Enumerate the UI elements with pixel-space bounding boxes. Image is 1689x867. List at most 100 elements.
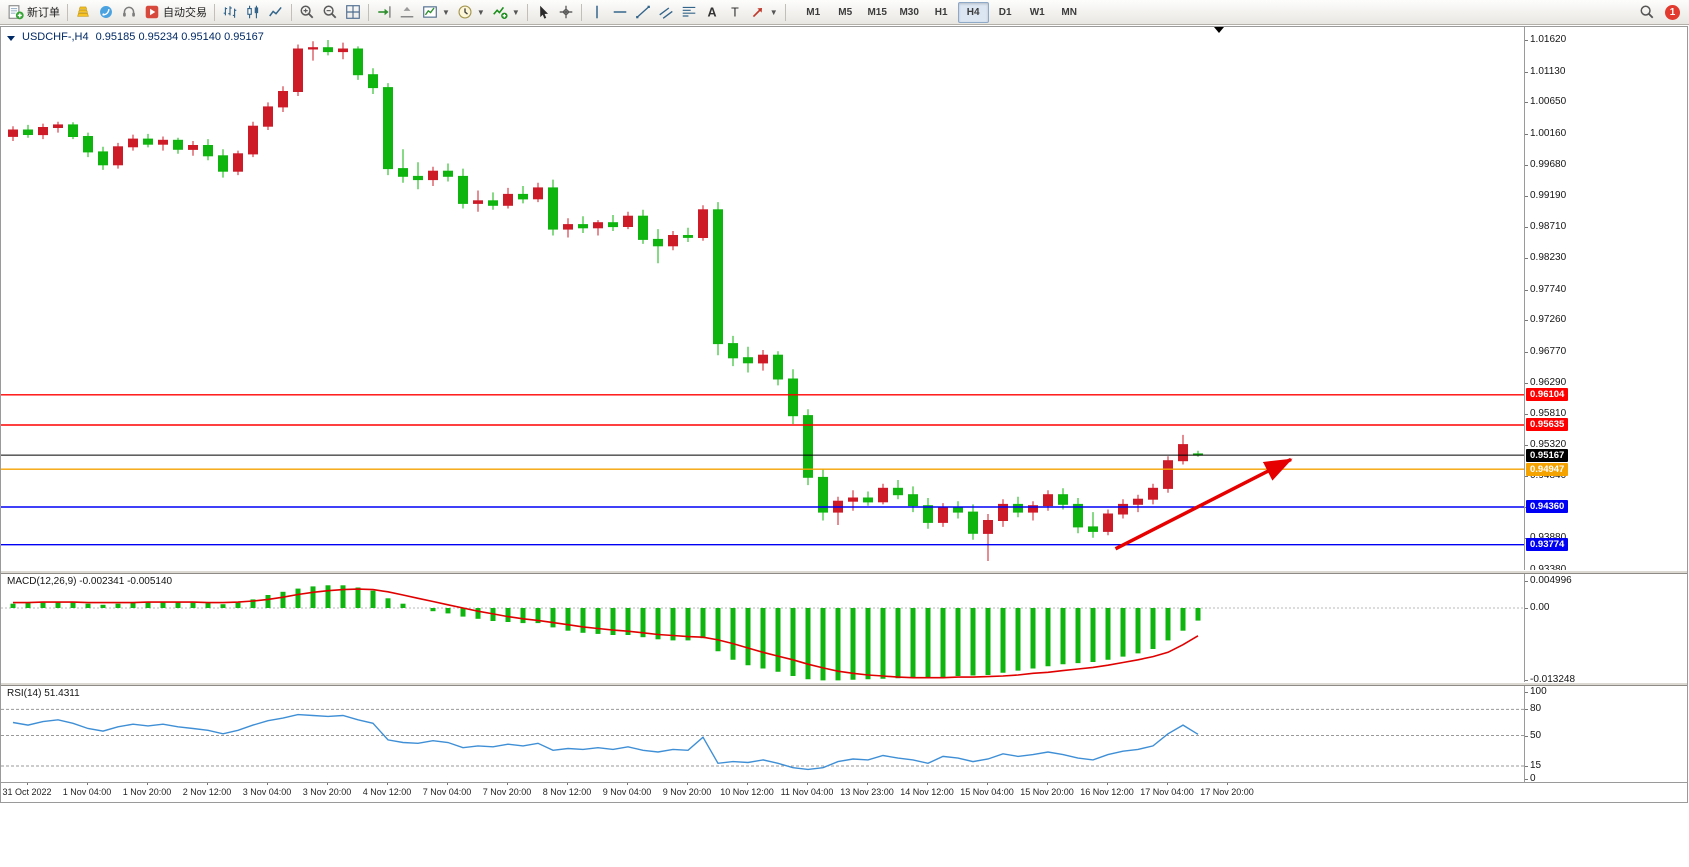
price-axis-border: [1524, 27, 1525, 782]
arrows-button[interactable]: ▼: [747, 2, 781, 23]
equidistant-channel-button[interactable]: [655, 2, 677, 23]
price-axis-tick: [1524, 72, 1528, 73]
trend-arrow-object[interactable]: [1114, 457, 1293, 551]
candle: [383, 87, 393, 170]
candle: [863, 497, 873, 503]
new-order-label: 新订单: [27, 7, 60, 19]
support-button[interactable]: [118, 2, 140, 23]
svg-text:A: A: [707, 6, 716, 20]
candle: [623, 215, 633, 227]
time-axis-label: 4 Nov 12:00: [362, 787, 412, 797]
timeframe-button-mn[interactable]: MN: [1061, 6, 1077, 18]
candle: [923, 505, 933, 523]
bar-chart-button[interactable]: [219, 2, 241, 23]
dropdown-caret-icon[interactable]: ▼: [511, 7, 520, 17]
timeframe-button-m5[interactable]: M5: [838, 6, 853, 18]
auto-scroll-icon: [376, 4, 392, 20]
candle: [23, 129, 33, 135]
time-axis-label: 3 Nov 04:00: [242, 787, 292, 797]
new-order-icon: [8, 4, 24, 20]
auto-trading-button[interactable]: 自动交易: [141, 2, 210, 23]
timeframe-button-h1[interactable]: H1: [934, 6, 948, 18]
timeframes-menu-button[interactable]: ▼: [454, 2, 488, 23]
candle: [113, 146, 123, 166]
time-axis-label: 17 Nov 04:00: [1140, 787, 1194, 797]
cursor-icon: [535, 4, 551, 20]
price-axis-tick: [1524, 196, 1528, 197]
price-axis-label: 0.93380: [1530, 564, 1566, 576]
text-button[interactable]: A: [701, 2, 723, 23]
zoom-out-button[interactable]: [319, 2, 341, 23]
candle: [458, 175, 468, 204]
rsi-axis-label: 0: [1530, 773, 1536, 784]
candlestick-chart-button[interactable]: [242, 2, 264, 23]
candle: [188, 145, 198, 150]
dropdown-caret-icon[interactable]: ▼: [442, 7, 450, 17]
price-axis-tick: [1524, 414, 1528, 415]
vertical-line-button[interactable]: [586, 2, 608, 23]
market-icon: [75, 4, 91, 20]
line-chart-button[interactable]: [265, 2, 287, 23]
candle: [593, 222, 603, 229]
toolbar-separator: [580, 3, 582, 21]
signals-button[interactable]: [95, 2, 117, 23]
candle: [53, 124, 63, 129]
time-axis-tick: [27, 782, 28, 785]
time-axis-tick: [267, 782, 268, 785]
candle: [803, 415, 813, 478]
chart-shift-icon: [399, 4, 415, 20]
timeframe-button-m30[interactable]: M30: [899, 6, 919, 18]
timeframe-button-d1[interactable]: D1: [998, 6, 1012, 18]
rsi-label: RSI(14) 51.4311: [7, 688, 80, 699]
time-axis-tick: [1107, 782, 1108, 785]
candle: [848, 497, 858, 502]
candle: [728, 343, 738, 359]
chart-shift-button[interactable]: [396, 2, 418, 23]
search-button[interactable]: [1636, 2, 1658, 23]
dropdown-caret-icon[interactable]: ▼: [769, 7, 778, 17]
symbol-caret-icon[interactable]: [7, 35, 15, 41]
timeframe-button-m1[interactable]: M1: [806, 6, 821, 18]
price-axis-tick: [1524, 383, 1528, 384]
indicators-button[interactable]: ▼: [489, 2, 523, 23]
trendline-button[interactable]: [632, 2, 654, 23]
splitter-macd[interactable]: [1, 570, 1687, 574]
time-axis-label: 1 Nov 20:00: [122, 787, 172, 797]
zoom-in-button[interactable]: [296, 2, 318, 23]
timeframe-button-h4[interactable]: H4: [957, 1, 989, 23]
candle: [953, 507, 963, 513]
new-order-button[interactable]: 新订单: [5, 2, 63, 23]
market-button[interactable]: [72, 2, 94, 23]
toolbar-separator: [526, 3, 528, 21]
tile-windows-button[interactable]: [342, 2, 364, 23]
price-axis-label: 0.96290: [1530, 377, 1567, 388]
time-axis-tick: [1167, 782, 1168, 785]
candle: [158, 139, 168, 145]
cursor-button[interactable]: [532, 2, 554, 23]
auto-scroll-button[interactable]: [373, 2, 395, 23]
price-axis-label: 0.97740: [1530, 284, 1567, 295]
splitter-rsi[interactable]: [1, 682, 1687, 686]
price-axis-label: 0.98230: [1530, 252, 1567, 263]
horizontal-line-button[interactable]: [609, 2, 631, 23]
text-icon: A: [704, 4, 720, 20]
candle: [713, 209, 723, 345]
chart-title: USDCHF-,H4 0.95185 0.95234 0.95140 0.951…: [7, 31, 264, 43]
channel-icon: [658, 4, 674, 20]
notification-badge[interactable]: 1: [1665, 4, 1680, 20]
text-label-button[interactable]: T: [724, 2, 746, 23]
candle: [353, 48, 363, 76]
new-chart-button[interactable]: ▼: [419, 2, 453, 23]
timeframe-button-m15[interactable]: M15: [867, 6, 887, 18]
crosshair-button[interactable]: [555, 2, 577, 23]
price-axis-tick: [1524, 102, 1528, 103]
candle: [518, 193, 528, 200]
window-position-marker-icon: [1214, 27, 1224, 33]
dropdown-caret-icon[interactable]: ▼: [476, 7, 485, 17]
fibonacci-button[interactable]: [678, 2, 700, 23]
rsi-axis-label: 15: [1530, 760, 1542, 771]
candle: [968, 511, 978, 534]
candle: [788, 378, 798, 417]
candle: [143, 138, 153, 145]
timeframe-button-w1[interactable]: W1: [1029, 6, 1045, 18]
